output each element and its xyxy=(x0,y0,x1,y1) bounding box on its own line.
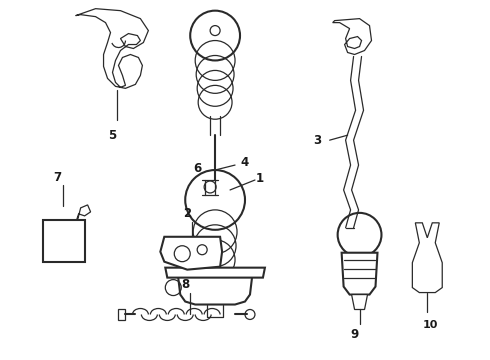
Polygon shape xyxy=(342,253,377,294)
Text: 7: 7 xyxy=(54,171,62,184)
Text: 8: 8 xyxy=(181,278,189,291)
Circle shape xyxy=(185,170,245,230)
Polygon shape xyxy=(43,220,85,262)
Text: 4: 4 xyxy=(241,156,249,168)
Polygon shape xyxy=(352,294,368,310)
Polygon shape xyxy=(165,268,265,278)
Text: 6: 6 xyxy=(193,162,201,175)
Circle shape xyxy=(338,213,382,257)
Text: 1: 1 xyxy=(256,171,264,185)
Text: 2: 2 xyxy=(183,207,191,220)
Text: 10: 10 xyxy=(422,320,438,330)
Text: 9: 9 xyxy=(350,328,359,341)
Text: 3: 3 xyxy=(314,134,322,147)
Text: 5: 5 xyxy=(108,129,117,142)
Circle shape xyxy=(190,11,240,60)
Polygon shape xyxy=(160,237,222,270)
Polygon shape xyxy=(177,270,253,305)
